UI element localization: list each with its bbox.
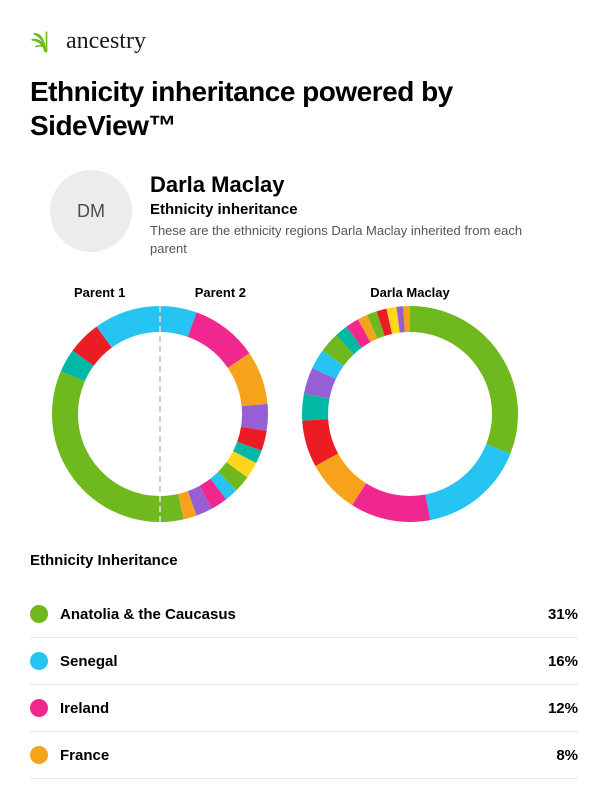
region-label: France [60, 747, 109, 764]
donut-divider [159, 306, 161, 522]
region-row[interactable]: Anatolia & the Caucasus 31% [30, 591, 578, 638]
ethnicity-inheritance-card: ancestry Ethnicity inheritance powered b… [0, 0, 608, 796]
avatar-initials: DM [77, 201, 105, 222]
region-row[interactable]: France 8% [30, 732, 578, 779]
donut-slice [73, 358, 83, 376]
region-label: Ireland [60, 700, 109, 717]
child-donut [302, 306, 518, 522]
ancestry-leaf-icon [30, 29, 60, 55]
region-row[interactable]: Senegal 16% [30, 638, 578, 685]
donut-slice [245, 446, 250, 457]
person-subtitle: Ethnicity inheritance [150, 201, 578, 218]
donut-slice [254, 405, 255, 429]
donut-slice [206, 489, 218, 497]
region-percent: 8% [556, 747, 578, 764]
region-row[interactable]: Ireland 12% [30, 685, 578, 732]
donut-slice [359, 494, 428, 509]
donut-slice [160, 507, 181, 509]
region-percent: 31% [548, 606, 578, 623]
donut-slice [315, 396, 317, 420]
donut-slice [249, 429, 253, 446]
section-title: Ethnicity Inheritance [30, 552, 578, 569]
donut-slice [181, 504, 192, 507]
donut-slice [398, 319, 404, 320]
child-chart-label: Darla Maclay [370, 285, 450, 300]
regions-list: Anatolia & the Caucasus 31% Senegal 16% Irel… [30, 591, 578, 779]
region-swatch [30, 652, 48, 670]
page-title: Ethnicity inheritance powered by SideVie… [30, 75, 578, 142]
person-summary: DM Darla Maclay Ethnicity inheritance Th… [30, 170, 578, 257]
donut-slice [428, 449, 499, 507]
region-swatch [30, 605, 48, 623]
avatar: DM [50, 170, 132, 252]
region-percent: 16% [548, 653, 578, 670]
donut-slice [83, 337, 104, 358]
brand-logo: ancestry [30, 28, 578, 55]
region-percent: 12% [548, 700, 578, 717]
donut-slice [389, 320, 398, 322]
donut-slice [324, 358, 333, 373]
donut-slice [333, 345, 345, 358]
region-swatch [30, 746, 48, 764]
brand-name: ancestry [66, 28, 146, 55]
parents-donut [52, 306, 268, 522]
donut-slice [104, 319, 160, 337]
donut-slice [364, 327, 372, 331]
donut-slice [160, 319, 192, 325]
donut-slice [372, 324, 380, 327]
region-swatch [30, 699, 48, 717]
parent2-label: Parent 2 [195, 285, 246, 300]
donut-slice [315, 420, 327, 460]
donut-slice [227, 470, 237, 481]
donut-slice [317, 374, 324, 397]
person-description: These are the ethnicity regions Darla Ma… [150, 222, 530, 257]
donut-slice [410, 319, 505, 449]
donut-slice [65, 377, 160, 510]
donut-slice [354, 331, 364, 337]
donut-slice [327, 460, 359, 494]
donut-slice [218, 481, 227, 489]
donut-slice [381, 322, 390, 324]
person-name: Darla Maclay [150, 172, 578, 198]
parents-chart-column: Parent 1 Parent 2 [52, 285, 268, 522]
charts-row: Parent 1 Parent 2 Darla Maclay [30, 285, 578, 522]
donut-slice [237, 457, 245, 470]
donut-slice [192, 498, 206, 504]
child-chart-column: Darla Maclay [302, 285, 518, 522]
region-label: Anatolia & the Caucasus [60, 606, 236, 623]
donut-slice [192, 325, 238, 361]
donut-slice [345, 337, 354, 345]
donut-slice [239, 361, 255, 405]
parent1-label: Parent 1 [74, 285, 125, 300]
region-label: Senegal [60, 653, 118, 670]
